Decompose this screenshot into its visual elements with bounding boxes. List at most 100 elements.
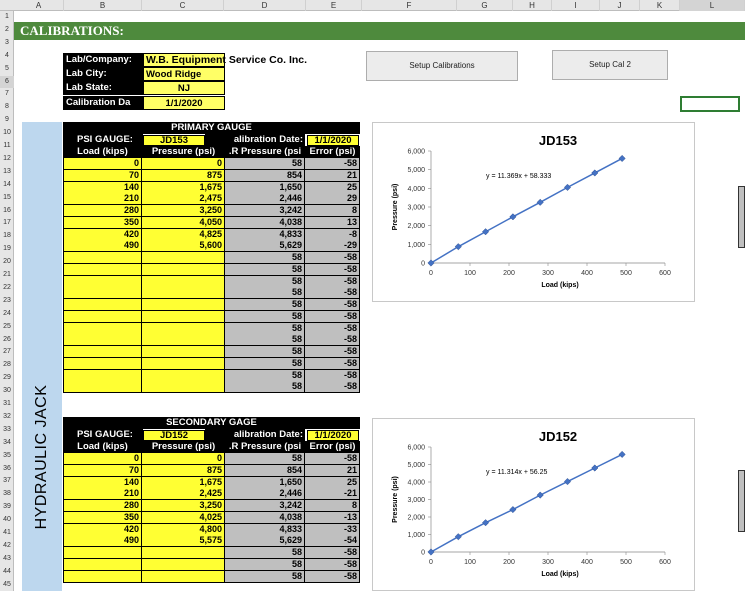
row-header-28[interactable]: 28	[3, 361, 11, 369]
row-header-10[interactable]: 10	[3, 129, 11, 137]
load-cell[interactable]: 420	[63, 523, 142, 536]
row-header-21[interactable]: 21	[3, 271, 11, 278]
pressure-cell[interactable]: 875	[142, 464, 225, 477]
load-cell[interactable]: 350	[63, 216, 142, 229]
row-header-12[interactable]: 12	[3, 154, 11, 162]
pressure-cell[interactable]: 875	[142, 169, 225, 182]
pressure-cell[interactable]: 1,675	[142, 181, 225, 194]
load-cell[interactable]: 0	[63, 453, 142, 465]
row-header-31[interactable]: 31	[3, 400, 11, 407]
load-cell[interactable]: 490	[63, 240, 142, 253]
row-header-9[interactable]: 9	[5, 116, 9, 124]
row-header-32[interactable]: 32	[3, 412, 11, 420]
load-cell[interactable]	[63, 369, 142, 382]
pressure-cell[interactable]	[142, 287, 225, 300]
row-header-5[interactable]: 5	[5, 64, 9, 72]
load-cell[interactable]	[63, 310, 142, 323]
row-header-22[interactable]: 22	[3, 283, 11, 291]
pressure-cell[interactable]: 0	[142, 158, 225, 170]
column-header-b[interactable]: B	[64, 0, 142, 11]
load-cell[interactable]: 0	[63, 158, 142, 170]
column-header-k[interactable]: K	[640, 0, 680, 11]
row-header-36[interactable]: 36	[3, 464, 11, 472]
row-header-15[interactable]: 15	[3, 193, 11, 201]
load-cell[interactable]: 350	[63, 511, 142, 524]
pressure-cell[interactable]	[142, 381, 225, 394]
load-cell[interactable]	[63, 252, 142, 264]
row-header-25[interactable]: 25	[3, 322, 11, 330]
row-header-29[interactable]: 29	[3, 374, 11, 382]
psi-gauge-value[interactable]: JD152	[143, 430, 205, 441]
column-header-d[interactable]: D	[224, 0, 306, 11]
row-header-45[interactable]: 45	[3, 580, 11, 588]
calibration-date-value[interactable]: 1/1/2020	[307, 135, 359, 146]
pressure-cell[interactable]: 4,825	[142, 228, 225, 241]
pressure-cell[interactable]: 4,800	[142, 523, 225, 536]
row-header-1[interactable]: 1	[5, 13, 9, 20]
selected-cell[interactable]	[680, 96, 740, 112]
pressure-cell[interactable]	[142, 346, 225, 358]
chart-jd152[interactable]: JD152 0 1,000 2,000 3,000 4,000 5,000 6,000 0 100…	[372, 418, 695, 591]
load-cell[interactable]: 280	[63, 500, 142, 512]
load-cell[interactable]: 70	[63, 464, 142, 477]
pressure-cell[interactable]: 5,575	[142, 535, 225, 548]
column-header-i[interactable]: I	[552, 0, 600, 11]
lab-date-value[interactable]: 1/1/2020	[143, 96, 225, 110]
load-cell[interactable]	[63, 346, 142, 358]
row-header-11[interactable]: 11	[3, 142, 11, 149]
lab-company-value[interactable]: W.B. Equipment Service Co. Inc.	[146, 54, 308, 66]
row-header-16[interactable]: 16	[3, 206, 11, 214]
row-header-30[interactable]: 30	[3, 387, 11, 395]
pressure-cell[interactable]: 4,025	[142, 511, 225, 524]
pressure-cell[interactable]	[142, 275, 225, 288]
row-header-41[interactable]: 41	[3, 529, 11, 536]
load-cell[interactable]	[63, 287, 142, 300]
load-cell[interactable]: 140	[63, 181, 142, 194]
column-header-g[interactable]: G	[457, 0, 513, 11]
load-cell[interactable]	[63, 334, 142, 347]
lab-city-value[interactable]: Wood Ridge	[143, 67, 225, 81]
pressure-cell[interactable]: 5,600	[142, 240, 225, 253]
pressure-cell[interactable]	[142, 299, 225, 311]
row-header-27[interactable]: 27	[3, 348, 11, 356]
pressure-cell[interactable]: 3,250	[142, 205, 225, 217]
row-header-6[interactable]: 6	[0, 75, 14, 88]
load-cell[interactable]	[63, 558, 142, 571]
pressure-cell[interactable]	[142, 369, 225, 382]
row-header-13[interactable]: 13	[3, 167, 11, 175]
column-header-j[interactable]: J	[600, 0, 640, 11]
column-header-h[interactable]: H	[513, 0, 552, 11]
load-cell[interactable]	[63, 381, 142, 394]
column-header-l[interactable]: L	[680, 0, 745, 11]
row-header-43[interactable]: 43	[3, 554, 11, 562]
pressure-cell[interactable]	[142, 558, 225, 571]
row-header-17[interactable]: 17	[3, 219, 11, 227]
row-header-3[interactable]: 3	[5, 38, 9, 46]
pressure-cell[interactable]: 0	[142, 453, 225, 465]
row-header-7[interactable]: 7	[5, 90, 9, 98]
psi-gauge-value[interactable]: JD153	[143, 135, 205, 146]
load-cell[interactable]: 140	[63, 476, 142, 489]
row-header-26[interactable]: 26	[3, 335, 11, 343]
pressure-cell[interactable]	[142, 310, 225, 323]
row-header-23[interactable]: 23	[3, 296, 11, 304]
pressure-cell[interactable]	[142, 547, 225, 559]
load-cell[interactable]	[63, 357, 142, 370]
pressure-cell[interactable]	[142, 570, 225, 583]
column-header-c[interactable]: C	[142, 0, 224, 11]
row-header-8[interactable]: 8	[5, 103, 9, 111]
column-header-a[interactable]: A	[14, 0, 64, 11]
load-cell[interactable]: 490	[63, 535, 142, 548]
row-header-14[interactable]: 14	[3, 180, 11, 188]
setup-cal-2-button[interactable]: Setup Cal 2	[552, 50, 668, 80]
pressure-cell[interactable]: 4,050	[142, 216, 225, 229]
pressure-cell[interactable]: 1,675	[142, 476, 225, 489]
row-header-18[interactable]: 18	[3, 232, 11, 240]
lab-state-value[interactable]: NJ	[143, 81, 225, 95]
chart-jd153[interactable]: JD153 0 1,000 2,000 3,000 4,000 5,000 6,000 0 100…	[372, 122, 695, 302]
load-cell[interactable]: 210	[63, 193, 142, 206]
pressure-cell[interactable]	[142, 252, 225, 264]
row-header-20[interactable]: 20	[3, 258, 11, 266]
pressure-cell[interactable]: 2,475	[142, 193, 225, 206]
column-header-f[interactable]: F	[362, 0, 457, 11]
